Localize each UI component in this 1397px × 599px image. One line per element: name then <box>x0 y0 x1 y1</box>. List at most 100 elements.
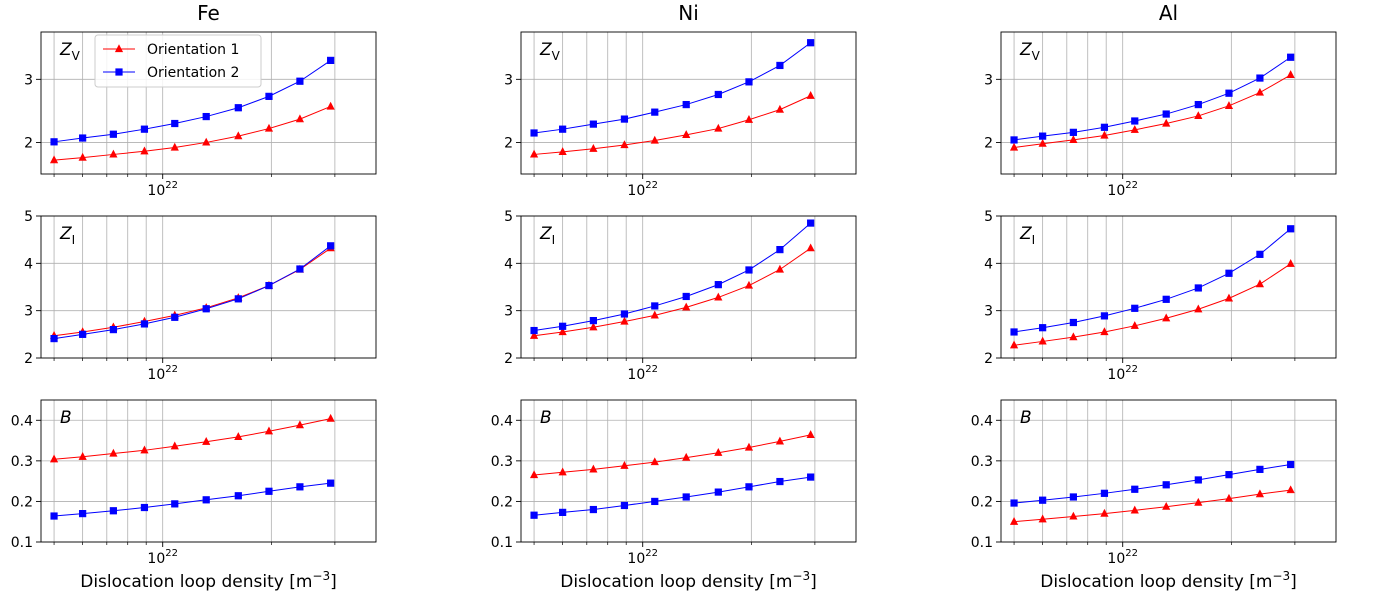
grid <box>521 215 856 359</box>
legend-label-orientation-2: Orientation 2 <box>147 65 239 81</box>
data-point-orientation-2 <box>109 130 117 138</box>
data-point-orientation-1 <box>558 467 567 476</box>
series-group <box>529 430 815 519</box>
data-point-orientation-2 <box>265 281 273 290</box>
x-tick-label: 1022 <box>147 364 178 383</box>
data-point-orientation-1 <box>558 327 567 336</box>
data-point-orientation-1 <box>714 123 723 132</box>
y-tick-label: 2 <box>24 135 33 151</box>
column-title: Al <box>1159 1 1178 25</box>
data-point-orientation-2 <box>79 134 87 142</box>
data-point-orientation-2 <box>171 119 179 128</box>
data-point-orientation-2 <box>202 305 210 313</box>
y-tick-label: 0.4 <box>11 413 33 429</box>
data-point-orientation-2 <box>530 511 538 519</box>
panel-al-row-3: 1022 0.1 0.2 0.3 0.4 B <box>971 399 1337 567</box>
data-point-orientation-2 <box>1194 284 1202 292</box>
data-point-orientation-2 <box>202 496 210 504</box>
panel-fe-row-3: 1022 0.1 0.2 0.3 0.4 B <box>11 399 377 567</box>
data-point-orientation-2 <box>559 125 567 133</box>
data-point-orientation-1 <box>1069 511 1078 520</box>
panel-quantity-label: ZI <box>59 224 75 247</box>
y-tick-label: 3 <box>24 72 33 88</box>
data-point-orientation-2 <box>559 322 567 330</box>
y-tick-label: 2 <box>984 135 993 151</box>
data-point-orientation-1 <box>806 243 815 252</box>
x-axis-label: Dislocation loop density [m−3] <box>80 569 337 592</box>
series-group <box>1009 53 1295 151</box>
data-point-orientation-2 <box>1256 465 1264 473</box>
grid <box>41 215 376 359</box>
data-point-orientation-2 <box>1010 499 1018 507</box>
data-point-orientation-1 <box>109 149 118 158</box>
x-axis-label: Dislocation loop density [m−3] <box>1040 569 1297 592</box>
data-point-orientation-2 <box>620 115 629 123</box>
data-point-orientation-2 <box>620 501 629 510</box>
data-point-orientation-1 <box>589 464 598 473</box>
series-line-orientation-1 <box>534 247 811 337</box>
data-point-orientation-2 <box>1162 481 1170 489</box>
data-point-orientation-1 <box>1194 304 1203 313</box>
y-tick-label: 0.3 <box>491 454 513 470</box>
panel-quantity-label: ZI <box>1019 224 1035 247</box>
data-point-orientation-2 <box>171 500 179 508</box>
x-tick-label: 1022 <box>1107 180 1138 199</box>
data-point-orientation-2 <box>265 487 273 495</box>
data-point-orientation-1 <box>1162 118 1171 127</box>
data-point-orientation-1 <box>1009 516 1019 525</box>
data-point-orientation-1 <box>620 316 629 325</box>
y-tick-label: 5 <box>984 209 993 225</box>
data-point-orientation-2 <box>1069 318 1077 327</box>
data-point-orientation-2 <box>1194 476 1202 484</box>
data-point-orientation-1 <box>1038 138 1047 147</box>
data-point-orientation-1 <box>650 310 659 319</box>
data-point-orientation-1 <box>744 442 754 451</box>
data-point-orientation-1 <box>326 101 335 110</box>
data-point-orientation-2 <box>1131 485 1139 493</box>
data-point-orientation-1 <box>326 413 335 422</box>
axes-frame <box>1000 215 1337 359</box>
panel-quantity-label: B <box>60 408 72 428</box>
data-point-orientation-2 <box>50 138 58 146</box>
data-point-orientation-1 <box>682 302 691 311</box>
data-point-orientation-1 <box>806 90 815 99</box>
data-point-orientation-1 <box>1100 130 1109 139</box>
data-point-orientation-2 <box>202 112 210 121</box>
x-tick-label: 1022 <box>627 180 658 199</box>
data-point-orientation-2 <box>79 509 87 518</box>
panel-fe-row-2: 1022 2 3 4 5 ZI <box>24 209 377 383</box>
series-group <box>49 56 335 164</box>
data-point-orientation-1 <box>1194 497 1203 506</box>
data-point-orientation-2 <box>234 295 242 303</box>
data-point-orientation-2 <box>327 56 335 64</box>
data-point-orientation-2 <box>807 219 815 227</box>
data-point-orientation-2 <box>714 488 722 496</box>
data-point-orientation-1 <box>714 292 723 301</box>
data-point-orientation-2 <box>651 497 659 506</box>
data-point-orientation-1 <box>775 436 785 445</box>
data-point-orientation-1 <box>78 452 87 460</box>
data-point-orientation-2 <box>296 483 304 491</box>
data-point-orientation-1 <box>1038 514 1047 523</box>
data-point-orientation-1 <box>529 149 539 158</box>
y-tick-label: 0.2 <box>971 494 993 510</box>
grid <box>1001 215 1336 359</box>
axes-frame <box>1000 31 1337 175</box>
axes-frame <box>520 399 857 543</box>
x-tick-label: 1022 <box>1107 548 1138 567</box>
data-point-orientation-1 <box>1009 142 1019 151</box>
data-point-orientation-1 <box>295 114 305 123</box>
column-fe: Fe 1022 2 3 ZV 1022 2 3 4 5 ZI 1022 0.1 0.2 0.3 0.4 B Dis… <box>11 1 377 592</box>
data-point-orientation-2 <box>745 483 753 491</box>
series-line-orientation-2 <box>534 476 811 516</box>
data-point-orientation-2 <box>714 90 722 99</box>
data-point-orientation-2 <box>50 334 58 343</box>
axes-frame <box>40 215 377 359</box>
data-point-orientation-1 <box>202 437 211 445</box>
data-point-orientation-2 <box>327 242 335 250</box>
data-point-orientation-2 <box>1069 128 1077 136</box>
data-point-orientation-1 <box>1255 279 1265 288</box>
data-point-orientation-2 <box>109 507 117 515</box>
data-point-orientation-2 <box>1194 100 1202 109</box>
series-line-orientation-2 <box>54 59 331 143</box>
